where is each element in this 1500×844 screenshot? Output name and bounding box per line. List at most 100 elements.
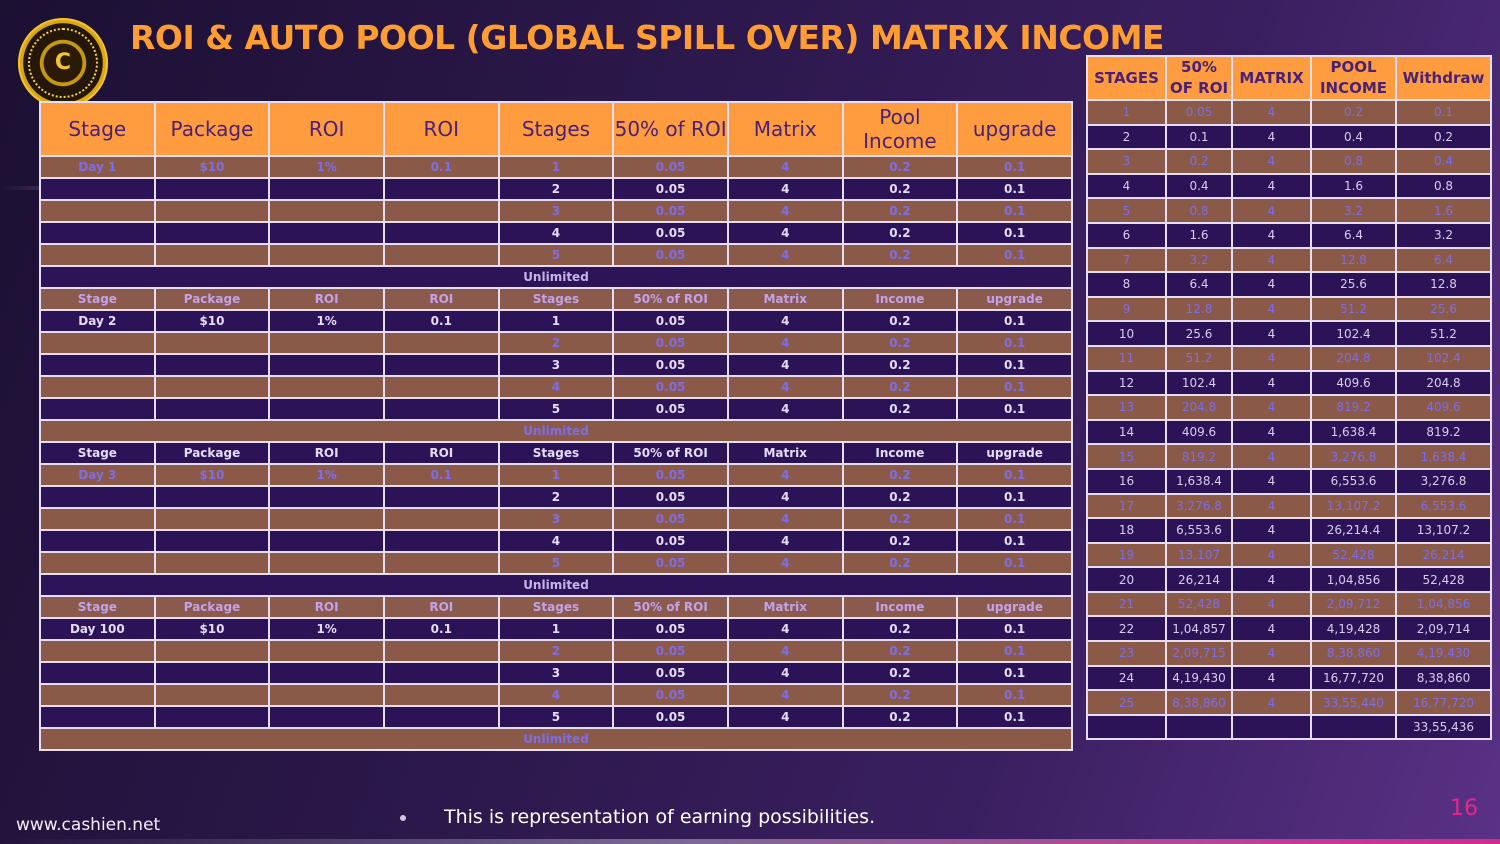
pool-income-cell: 0.2 (841, 309, 959, 333)
half-roi-cell: 0.4 (1165, 172, 1233, 200)
stage-cell: 2 (497, 331, 615, 355)
bottom-accent-bar (0, 839, 1500, 844)
half-roi-cell: 6,553.6 (1165, 517, 1233, 544)
pool-income-cell: 409.6 (1310, 369, 1397, 397)
matrix-cell: 4 (1231, 615, 1312, 643)
table-row: 4 0.05 4 0.2 0.1 (39, 529, 1073, 553)
sub-header-cell: Income (841, 595, 959, 619)
sub-header-cell: upgrade (956, 595, 1073, 619)
table-row: 5 0.05 4 0.2 0.1 (39, 243, 1073, 267)
stages-cell: 1 (1086, 99, 1167, 126)
half-roi-cell: 0.05 (612, 155, 729, 179)
empty-cell (268, 705, 385, 729)
upgrade-cell: 0.1 (956, 243, 1073, 267)
withdraw-cell: 16,77,720 (1395, 689, 1492, 716)
half-roi-cell: 0.05 (612, 331, 729, 355)
withdraw-cell: 6,553.6 (1395, 492, 1492, 520)
table-row: 3 0.05 4 0.2 0.1 (39, 661, 1073, 685)
empty-cell (382, 661, 500, 685)
side-table-row: 3 0.2 4 0.8 0.4 (1086, 148, 1492, 175)
withdraw-cell: 3.2 (1395, 221, 1492, 249)
table-row: 5 0.05 4 0.2 0.1 (39, 705, 1073, 729)
upgrade-cell: 0.1 (956, 375, 1073, 399)
empty-cell (268, 243, 385, 267)
empty-cell (382, 551, 500, 575)
empty-cell (153, 199, 271, 223)
sub-header-cell: Matrix (726, 287, 844, 311)
upgrade-cell: 0.1 (956, 463, 1073, 487)
empty-cell (39, 177, 156, 201)
empty-cell (39, 529, 156, 553)
sub-header-cell: ROI (382, 595, 500, 619)
sub-header-cell: Stage (39, 595, 156, 619)
side-column-header: Withdraw (1395, 55, 1492, 101)
matrix-cell: 4 (1231, 221, 1312, 249)
pool-income-cell: 3,276.8 (1310, 443, 1397, 470)
stages-cell: 5 (1086, 197, 1167, 224)
empty-cell (39, 639, 156, 663)
matrix-cell (1231, 713, 1312, 741)
half-roi-cell: 0.1 (1165, 123, 1233, 151)
table-row: 3 0.05 4 0.2 0.1 (39, 353, 1073, 377)
empty-cell (153, 551, 271, 575)
unlimited-label: Unlimited (39, 573, 1073, 597)
table-row: Day 3 $10 1% 0.1 1 0.05 4 0.2 0.1 (39, 463, 1073, 487)
matrix-cell: 4 (726, 397, 844, 421)
empty-cell (382, 683, 500, 707)
empty-cell (39, 507, 156, 531)
roi-percent-cell: 1% (268, 617, 385, 641)
half-roi-cell: 0.05 (612, 199, 729, 223)
half-roi-cell: 0.05 (612, 375, 729, 399)
withdraw-cell: 51.2 (1395, 320, 1492, 347)
pool-income-cell: 12.8 (1310, 246, 1397, 274)
package-cell: $10 (153, 155, 271, 179)
stages-cell: 16 (1086, 467, 1167, 495)
half-roi-cell: 4,19,430 (1165, 664, 1233, 692)
roi-percent-cell: 1% (268, 463, 385, 487)
upgrade-cell: 0.1 (956, 221, 1073, 245)
half-roi-cell: 0.05 (612, 397, 729, 421)
empty-cell (268, 353, 385, 377)
half-roi-cell: 0.05 (612, 243, 729, 267)
side-table-row: 20 26,214 4 1,04,856 52,428 (1086, 566, 1492, 593)
withdraw-cell: 2,09,714 (1395, 615, 1492, 643)
side-column-header: STAGES (1086, 55, 1167, 101)
slide-title: ROI & AUTO POOL (GLOBAL SPILL OVER) MATR… (130, 18, 1164, 57)
half-roi-cell: 3.2 (1165, 246, 1233, 274)
table-row: 5 0.05 4 0.2 0.1 (39, 551, 1073, 575)
pool-income-cell: 0.2 (841, 331, 959, 355)
pool-income-cell: 33,55,440 (1310, 689, 1397, 716)
stages-cell: 12 (1086, 369, 1167, 397)
withdraw-cell: 13,107.2 (1395, 517, 1492, 544)
upgrade-cell: 0.1 (956, 155, 1073, 179)
pool-income-cell: 0.2 (1310, 99, 1397, 126)
table-row: 2 0.05 4 0.2 0.1 (39, 331, 1073, 355)
empty-cell (153, 353, 271, 377)
stages-cell: 20 (1086, 566, 1167, 593)
stages-cell: 9 (1086, 295, 1167, 323)
empty-cell (268, 331, 385, 355)
upgrade-cell: 0.1 (956, 177, 1073, 201)
stages-cell: 21 (1086, 590, 1167, 618)
empty-cell (153, 507, 271, 531)
stage-cell: 3 (497, 353, 615, 377)
stage-cell: 5 (497, 705, 615, 729)
half-roi-cell: 12.8 (1165, 295, 1233, 323)
pool-income-cell: 0.2 (841, 353, 959, 377)
half-roi-cell: 0.05 (612, 639, 729, 663)
day-cell: Day 3 (39, 463, 156, 487)
stage-cell: 3 (497, 507, 615, 531)
half-roi-cell: 0.05 (612, 507, 729, 531)
unlimited-label: Unlimited (39, 727, 1073, 751)
upgrade-cell: 0.1 (956, 331, 1073, 355)
sub-header-cell: Package (153, 287, 271, 311)
empty-cell (268, 485, 385, 509)
disclaimer-bullet: This is representation of earning possib… (400, 806, 875, 828)
withdraw-cell: 26,214 (1395, 541, 1492, 569)
matrix-cell: 4 (726, 705, 844, 729)
sub-header-cell: upgrade (956, 441, 1073, 465)
matrix-cell: 4 (726, 683, 844, 707)
stages-cell: 11 (1086, 344, 1167, 372)
stage-cell: 1 (497, 309, 615, 333)
matrix-cell: 4 (1231, 172, 1312, 200)
